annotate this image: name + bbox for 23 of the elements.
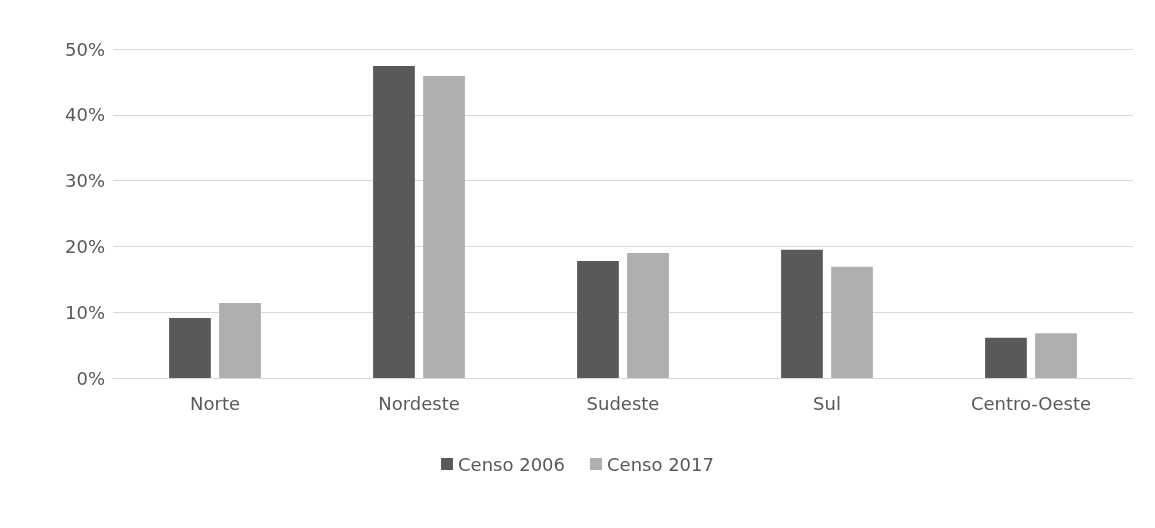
y-tick-label: 50% [64,38,105,60]
bar [423,75,465,378]
x-tick-label: Sudeste [586,392,660,414]
x-tick-label: Norte [189,392,241,414]
bar [1035,333,1077,378]
y-tick-label: 40% [64,104,105,126]
x-tick-label: Nordeste [378,392,460,414]
x-tick-label: Centro-Oeste [970,392,1092,414]
bar [219,302,261,378]
x-tick-label: Sul [813,392,841,414]
legend-label: Censo 2006 [458,453,566,475]
y-tick-label: 0% [76,367,105,389]
bar [627,252,669,378]
bar [577,260,619,378]
bar [831,266,873,378]
legend-label: Censo 2017 [607,453,714,475]
bar [985,337,1027,378]
y-tick-label: 10% [64,301,105,323]
bar [169,318,211,378]
y-tick-label: 20% [64,235,105,257]
bar [373,66,415,378]
y-tick-label: 30% [64,170,105,192]
bar [781,249,823,378]
